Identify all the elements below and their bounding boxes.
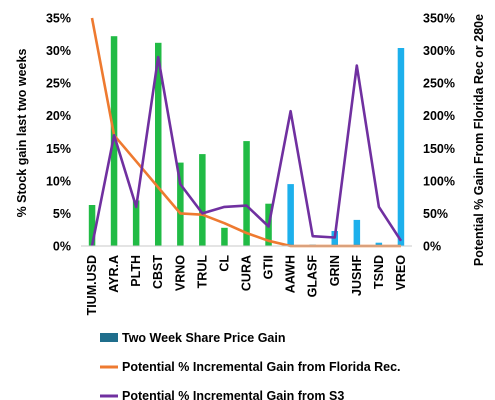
y-tick-label: 25%: [46, 77, 71, 91]
legend-label-s3: Potential % Incremental Gain from S3: [122, 389, 344, 400]
left-axis-ticks: 0% 5% 10% 15% 20% 25% 30% 35%: [46, 12, 71, 254]
y2-tick-label: 300%: [423, 44, 455, 58]
x-tick-label: GRIN: [328, 255, 342, 286]
right-axis-ticks: 0% 50% 100% 150% 200% 250% 300% 350%: [423, 12, 455, 254]
bar-plth: [132, 200, 140, 246]
y-tick-label: 35%: [46, 12, 71, 26]
bar-tium-usd: [88, 205, 96, 246]
x-tick-label: TSND: [372, 255, 386, 289]
y-tick-label: 10%: [46, 174, 71, 188]
s3-line: [90, 55, 403, 247]
y-axis-title: % Stock gain last two weeks: [15, 49, 29, 218]
y2-tick-label: 350%: [423, 12, 455, 26]
x-tick-label: CL: [217, 255, 231, 272]
bar-cl: [221, 227, 228, 246]
x-tick-label: TIUM.USD: [85, 255, 99, 315]
y-tick-label: 5%: [53, 207, 71, 221]
bar-tsnd: [375, 242, 383, 246]
x-tick-label: VRNO: [173, 255, 187, 291]
y-tick-label: 15%: [46, 142, 71, 156]
y-tick-label: 0%: [53, 240, 71, 254]
legend-label-bar: Two Week Share Price Gain: [122, 331, 286, 345]
x-axis-ticks: TIUM.USD AYR.A PLTH CBST VRNO TRUL CL CURA GTII A…: [85, 255, 408, 316]
y2-tick-label: 50%: [423, 207, 448, 221]
legend-swatch-bar: [100, 333, 118, 342]
x-tick-label: CURA: [240, 255, 254, 291]
x-tick-label: GTII: [262, 255, 276, 279]
bar-cura: [243, 141, 250, 246]
x-tick-label: GLASF: [306, 255, 320, 298]
y2-tick-label: 150%: [423, 142, 455, 156]
y-tick-label: 30%: [46, 44, 71, 58]
bar-vreo: [397, 48, 405, 246]
y-tick-label: 20%: [46, 109, 71, 123]
bar-vrno: [177, 162, 184, 246]
x-tick-label: TRUL: [195, 255, 209, 289]
bar-aawh: [287, 184, 294, 246]
x-tick-label: AYR.A: [107, 255, 121, 293]
x-tick-label: VREO: [394, 255, 408, 291]
x-tick-label: AAWH: [284, 255, 298, 293]
legend: Two Week Share Price Gain Potential % In…: [100, 331, 401, 400]
bar-jushf: [353, 219, 361, 246]
y2-axis-title: Potential % Gain From Florida Rec or 280…: [472, 14, 486, 266]
y2-tick-label: 0%: [423, 240, 441, 254]
x-tick-label: CBST: [151, 255, 165, 289]
x-tick-label: PLTH: [129, 255, 143, 287]
bar-cbst: [155, 42, 162, 246]
y2-tick-label: 100%: [423, 174, 455, 188]
y2-tick-label: 200%: [423, 109, 455, 123]
x-tick-label: JUSHF: [350, 255, 364, 296]
legend-label-florida: Potential % Incremental Gain from Florid…: [122, 360, 401, 374]
bar-trul: [199, 154, 206, 246]
y2-tick-label: 250%: [423, 77, 455, 91]
